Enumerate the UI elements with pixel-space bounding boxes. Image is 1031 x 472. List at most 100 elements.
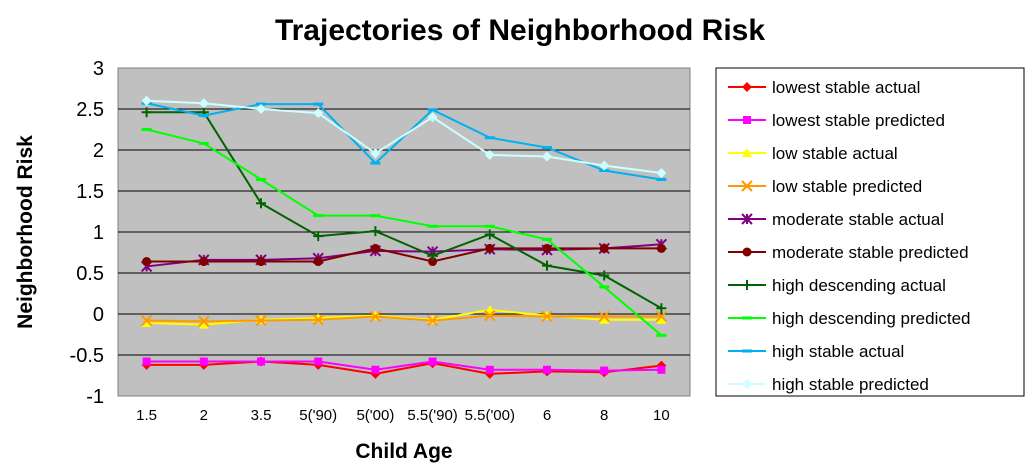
data-point bbox=[599, 160, 610, 171]
data-point bbox=[198, 315, 210, 328]
data-point bbox=[371, 365, 380, 374]
data-point bbox=[257, 357, 265, 366]
data-point bbox=[313, 257, 323, 267]
data-point bbox=[313, 214, 324, 218]
data-point bbox=[370, 226, 381, 237]
series-line bbox=[146, 360, 662, 372]
data-point bbox=[370, 243, 380, 253]
y-tick-label: 0.5 bbox=[76, 263, 104, 285]
x-tick-label: 10 bbox=[653, 407, 670, 424]
legend-label: high descending predicted bbox=[772, 309, 970, 328]
y-tick-label: 1.5 bbox=[76, 181, 104, 203]
y-tick-label: 0 bbox=[93, 304, 104, 326]
series-line bbox=[146, 99, 662, 174]
data-point bbox=[541, 310, 553, 323]
legend-item: moderate stable actual bbox=[728, 210, 944, 229]
data-point bbox=[599, 243, 609, 253]
y-tick-label: 2.5 bbox=[76, 99, 104, 121]
data-point bbox=[427, 112, 438, 123]
y-tick-label: -1 bbox=[86, 386, 104, 408]
y-tick-label: -0.5 bbox=[70, 345, 104, 367]
legend-label: high stable actual bbox=[772, 342, 904, 361]
x-tick-label: 3.5 bbox=[251, 407, 272, 424]
data-point bbox=[742, 349, 752, 353]
legend-label: moderate stable actual bbox=[772, 210, 944, 229]
legend-label: high stable predicted bbox=[772, 375, 929, 394]
data-point bbox=[142, 257, 152, 267]
legend-box bbox=[715, 67, 1025, 397]
data-point bbox=[256, 178, 266, 182]
data-point bbox=[427, 224, 438, 228]
data-point bbox=[655, 310, 668, 323]
data-point bbox=[742, 280, 752, 290]
data-point bbox=[426, 314, 439, 327]
series bbox=[141, 107, 667, 314]
data-point bbox=[198, 319, 209, 329]
data-point bbox=[256, 198, 266, 209]
x-tick-label: 1.5 bbox=[136, 407, 157, 424]
series-line bbox=[146, 314, 662, 323]
series-lines bbox=[140, 95, 668, 379]
data-point bbox=[198, 141, 209, 145]
data-point bbox=[542, 260, 552, 271]
legend-item: lowest stable predicted bbox=[728, 111, 945, 130]
series-line bbox=[146, 111, 662, 310]
y-axis-ticks: 3 2.5 2 1.5 1 0.5 0 -0.5 -1 bbox=[70, 58, 104, 408]
data-point bbox=[742, 82, 752, 92]
data-point bbox=[198, 114, 209, 118]
data-point bbox=[656, 178, 667, 182]
data-point bbox=[485, 243, 495, 253]
data-point bbox=[656, 314, 667, 324]
data-point bbox=[742, 148, 752, 157]
data-point bbox=[313, 231, 324, 242]
data-point bbox=[314, 357, 323, 366]
x-tick-label: 5.5('00) bbox=[465, 407, 515, 424]
legend-item: low stable actual bbox=[728, 144, 898, 163]
y-tick-label: 1 bbox=[93, 222, 104, 244]
y-tick-label: 3 bbox=[93, 58, 104, 80]
data-point bbox=[741, 213, 753, 225]
legend-item: moderate stable predicted bbox=[728, 243, 969, 262]
data-point bbox=[542, 237, 552, 241]
series-line bbox=[146, 360, 662, 375]
data-point bbox=[484, 149, 495, 160]
data-point bbox=[599, 285, 610, 289]
legend-item: high stable predicted bbox=[728, 375, 929, 394]
x-axis-ticks: 1.5 2 3.5 5('90) 5('00) 5.5('90) 5.5('00) 6 8 10 bbox=[136, 407, 670, 424]
data-point bbox=[484, 136, 495, 140]
x-tick-label: 2 bbox=[200, 407, 208, 424]
data-point bbox=[141, 128, 152, 131]
data-point bbox=[141, 107, 152, 118]
legend-item: high descending actual bbox=[728, 276, 946, 295]
data-point bbox=[543, 365, 551, 374]
data-point bbox=[742, 247, 752, 257]
legend-label: lowest stable predicted bbox=[772, 111, 945, 130]
x-tick-label: 8 bbox=[600, 407, 608, 424]
data-point bbox=[742, 316, 752, 320]
data-point bbox=[485, 365, 494, 374]
data-point bbox=[600, 366, 609, 375]
data-point bbox=[370, 148, 381, 159]
legend-label: high descending actual bbox=[772, 276, 946, 295]
series bbox=[140, 309, 668, 328]
data-point bbox=[542, 151, 552, 162]
x-axis-title: Child Age bbox=[355, 440, 452, 463]
data-point bbox=[599, 270, 610, 281]
series bbox=[141, 128, 667, 337]
legend-item: low stable predicted bbox=[728, 177, 922, 196]
legend-item: high descending predicted bbox=[728, 309, 970, 328]
data-point bbox=[255, 314, 267, 327]
x-tick-label: 6 bbox=[543, 407, 551, 424]
series-line bbox=[146, 128, 663, 337]
chart-title: Trajectories of Neighborhood Risk bbox=[275, 14, 765, 47]
data-point bbox=[141, 318, 152, 328]
data-point bbox=[256, 257, 266, 267]
data-point bbox=[484, 304, 495, 314]
series bbox=[142, 243, 666, 267]
data-point bbox=[741, 180, 753, 192]
data-point bbox=[141, 95, 152, 106]
data-point bbox=[542, 243, 552, 253]
data-point bbox=[656, 243, 666, 253]
data-point bbox=[427, 108, 438, 112]
